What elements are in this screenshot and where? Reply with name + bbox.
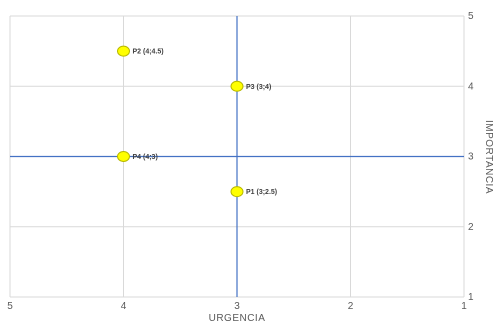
data-point-label: P3 (3;4) [246, 84, 271, 91]
y-tick-label: 5 [468, 11, 474, 22]
data-point [117, 45, 130, 57]
x-tick-labels: 5 4 3 2 1 [7, 301, 467, 312]
y-tick-label: 4 [468, 81, 474, 92]
x-tick-label: 4 [121, 301, 127, 312]
x-axis-title: URGENCIA [209, 313, 266, 324]
y-tick-label: 1 [468, 292, 474, 303]
data-point-label: P1 (3;2.5) [246, 189, 277, 196]
crosshair-lines [10, 16, 464, 297]
x-tick-label: 5 [7, 301, 13, 312]
data-point [117, 151, 130, 162]
x-tick-label: 1 [461, 301, 467, 312]
data-point [230, 186, 244, 198]
data-point-label: P4 (4;3) [133, 154, 158, 161]
y-tick-labels: 5 4 3 2 1 [468, 11, 474, 303]
data-points: P1 (3;2.5) P2 (4;4.5) P3 (3;4) P4 (4;3) [117, 45, 277, 198]
y-tick-label: 2 [468, 222, 474, 233]
y-axis-title: IMPORTANCIA [483, 120, 494, 194]
x-tick-label: 3 [234, 301, 240, 312]
data-point [230, 80, 244, 92]
y-tick-label: 3 [468, 152, 474, 163]
data-point-label: P2 (4;4.5) [133, 49, 164, 56]
x-tick-label: 2 [348, 301, 354, 312]
